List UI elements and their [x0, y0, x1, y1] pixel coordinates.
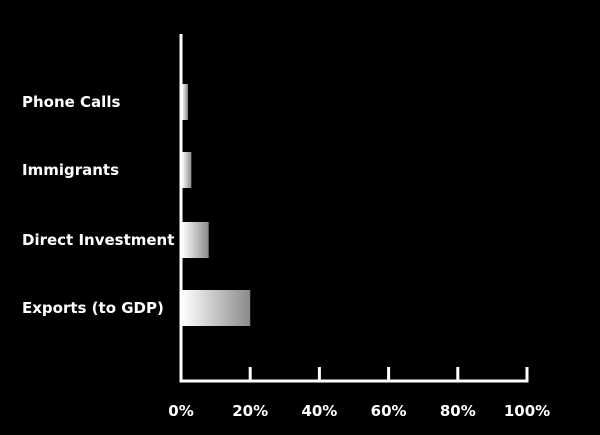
x-tick-label: 40% [301, 402, 337, 420]
category-labels: Phone Calls Immigrants Direct Investment Ex… [22, 93, 174, 317]
x-tick-label: 20% [232, 402, 268, 420]
category-label: Direct Investment [22, 231, 174, 249]
bar-immigrants [182, 152, 192, 188]
x-axis-ticks [179, 367, 529, 381]
axes [179, 34, 529, 383]
bars-layer [182, 84, 251, 326]
bar-exports-to-gdp [182, 290, 251, 326]
bar-direct-investment [182, 222, 209, 258]
x-tick-label: 100% [504, 402, 550, 420]
category-label: Exports (to GDP) [22, 299, 164, 317]
x-tick-label: 60% [371, 402, 407, 420]
bar-phone-calls [182, 84, 188, 120]
x-tick-label: 0% [168, 402, 193, 420]
category-label: Immigrants [22, 161, 119, 179]
category-label: Phone Calls [22, 93, 120, 111]
x-tick-label: 80% [440, 402, 476, 420]
x-axis-tick-labels: 0% 20% 40% 60% 80% 100% [168, 402, 550, 420]
